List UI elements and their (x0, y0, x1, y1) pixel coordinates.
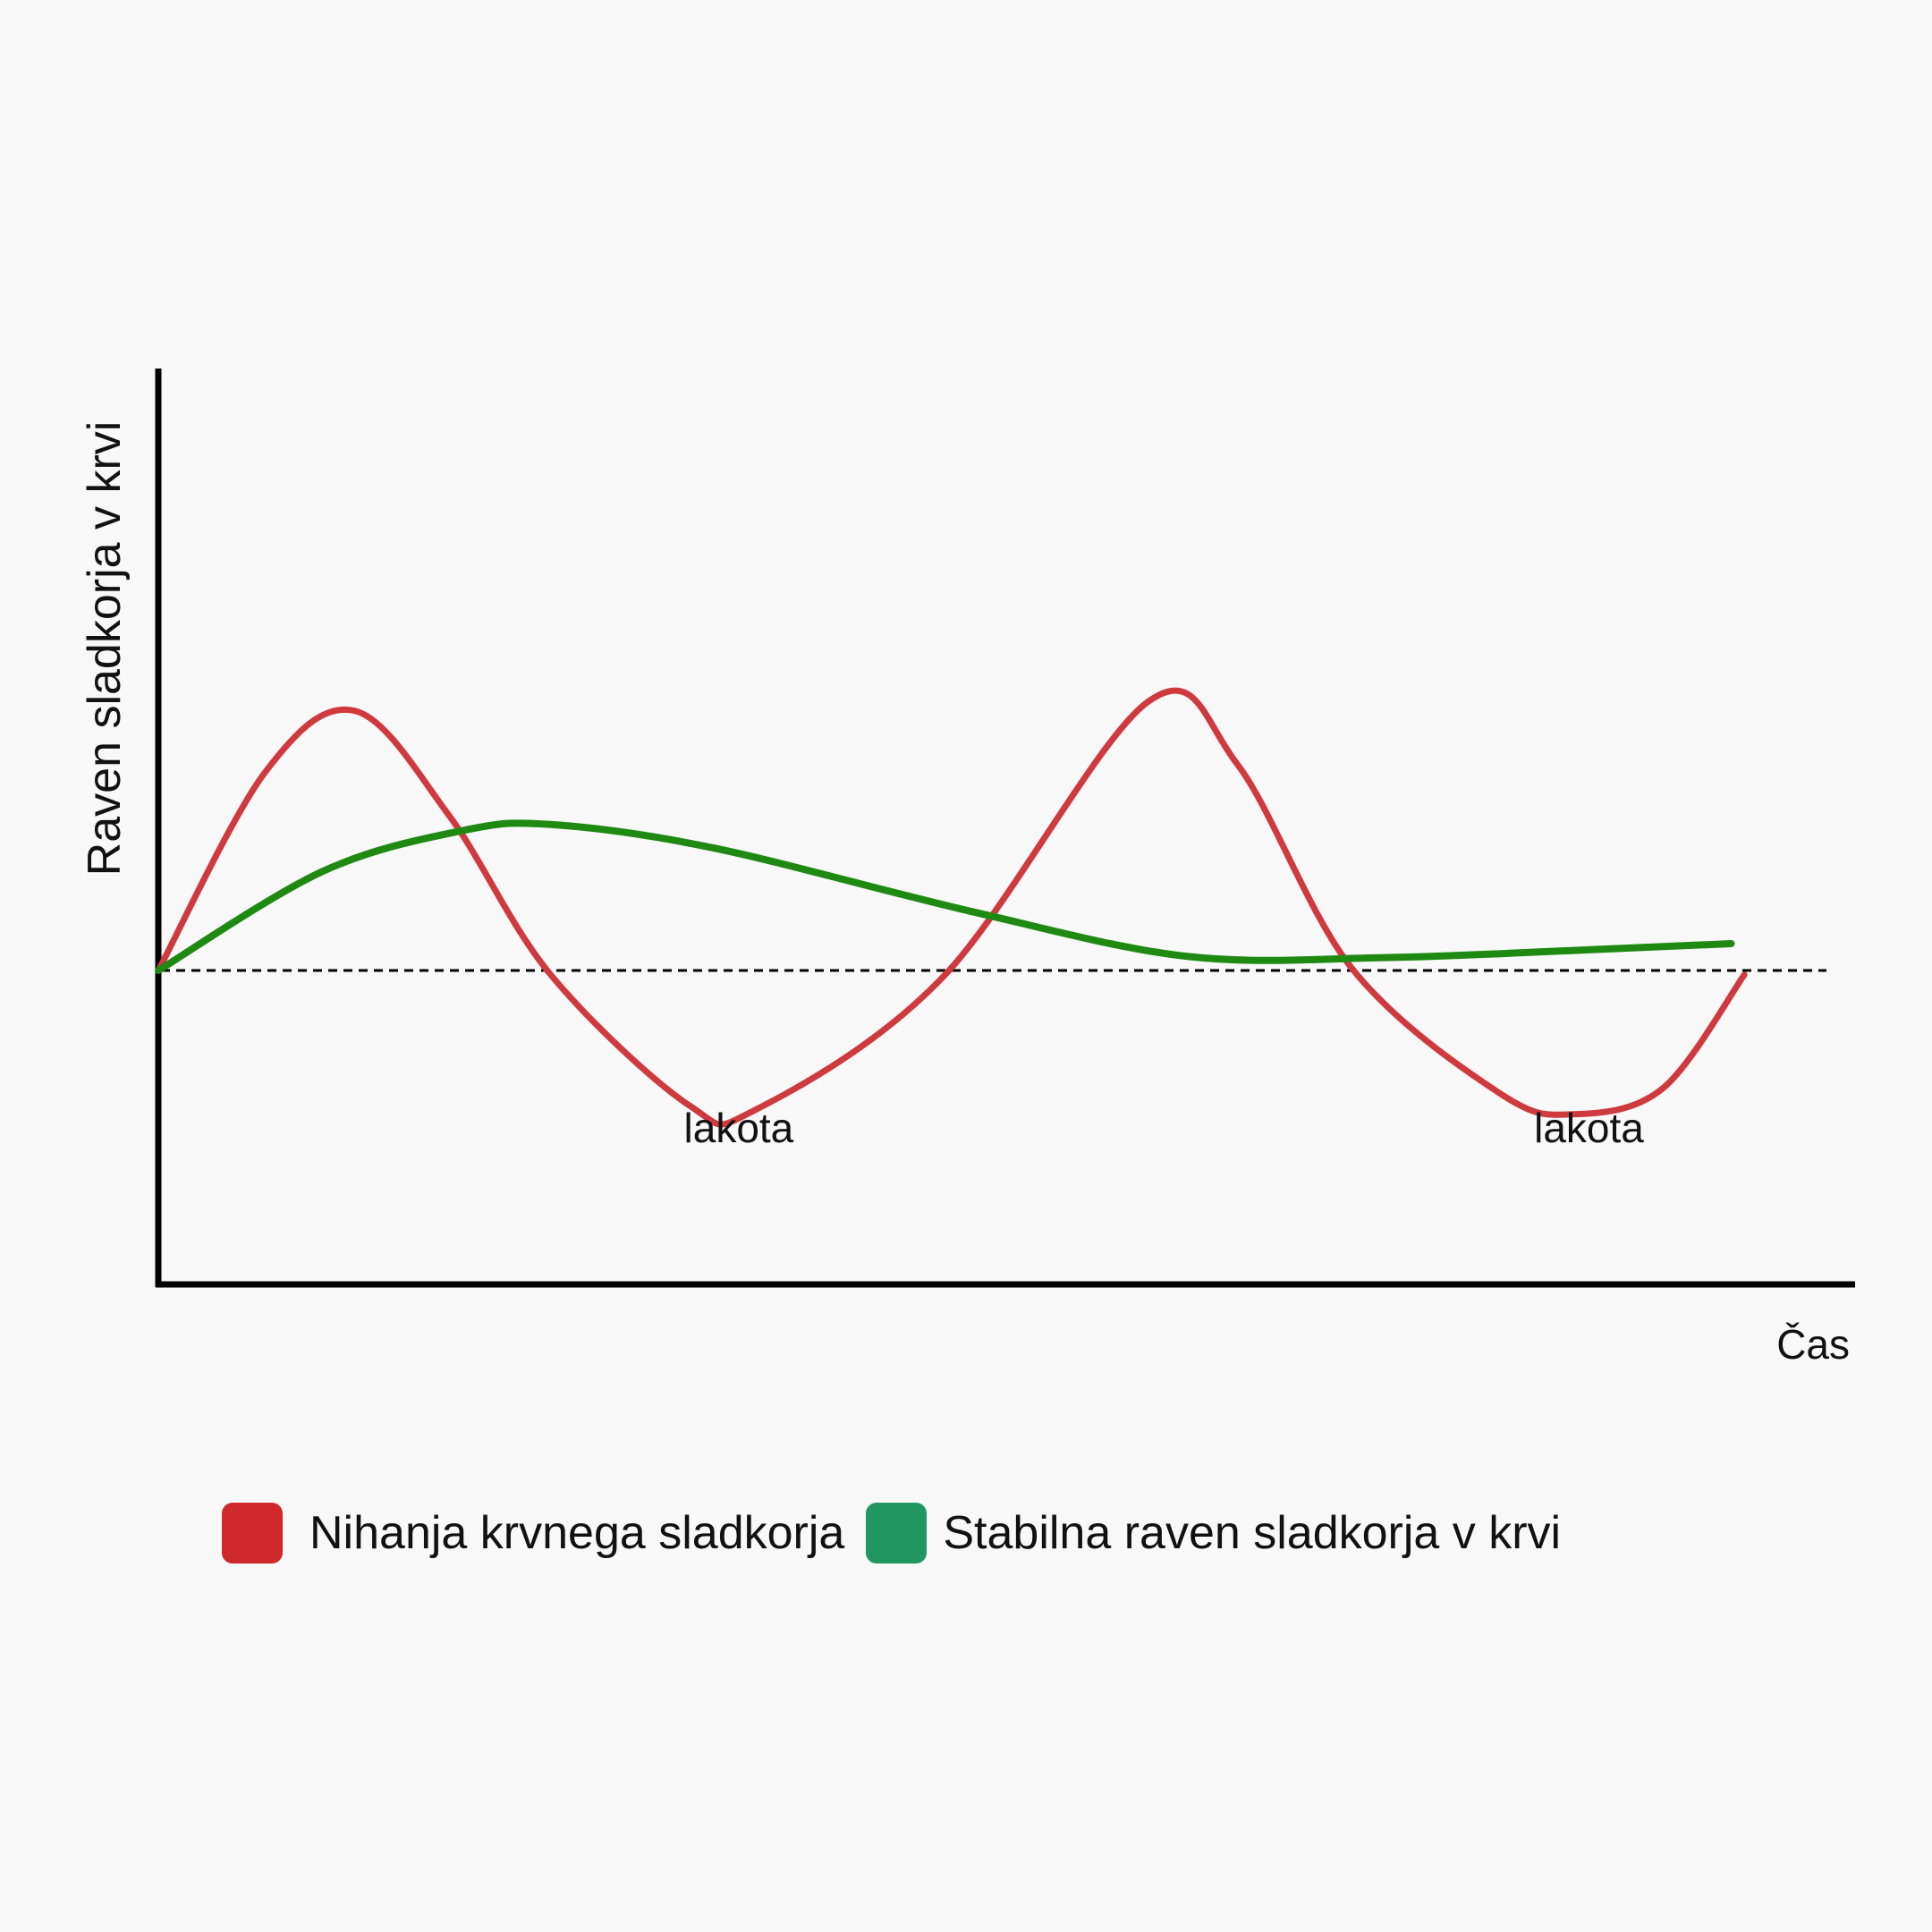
y-axis-label: Raven sladkorja v krvi (79, 421, 131, 877)
legend-label-fluctuations: Nihanja krvnega sladkorja (309, 1507, 845, 1559)
legend-item-fluctuations: Nihanja krvnega sladkorja (222, 1501, 866, 1565)
series-line-fluctuations (155, 687, 1748, 1128)
x-axis-label: Čas (1776, 1321, 1850, 1368)
series-line-stable (155, 819, 1735, 974)
legend-item-stable: Stabilna raven sladkorja v krvi (866, 1501, 1561, 1565)
annotation-hunger-1: lakota (684, 1105, 794, 1151)
legend-swatch-stable (866, 1503, 928, 1563)
legend: Nihanja krvnega sladkorja Stabilna raven… (222, 1501, 1561, 1565)
legend-label-stable: Stabilna raven sladkorja v krvi (943, 1507, 1562, 1559)
annotation-hunger-2: lakota (1534, 1105, 1644, 1151)
series-layer (155, 687, 1748, 1128)
annotation-layer: lakota lakota (684, 1105, 1645, 1151)
legend-swatch-fluctuations (222, 1503, 283, 1563)
